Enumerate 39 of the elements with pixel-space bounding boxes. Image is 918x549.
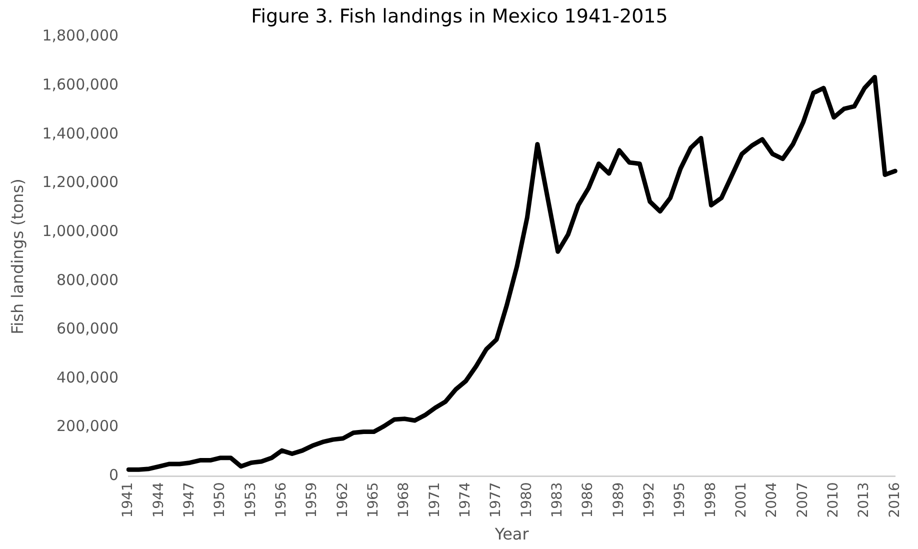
x-tick-label: 1971 bbox=[426, 482, 443, 518]
x-tick-label: 2007 bbox=[794, 482, 811, 518]
y-tick-label: 1,600,000 bbox=[42, 76, 119, 94]
y-tick-label: 1,800,000 bbox=[42, 26, 119, 45]
x-tick-label: 2016 bbox=[886, 482, 903, 518]
x-tick-label: 2013 bbox=[856, 482, 872, 518]
y-tick-label: 0 bbox=[108, 466, 119, 484]
x-tick-label: 1968 bbox=[396, 482, 412, 518]
y-axis-title: Fish landings (tons) bbox=[8, 178, 27, 334]
x-tick-label: 1992 bbox=[642, 482, 658, 518]
x-tick-label: 1965 bbox=[366, 482, 382, 518]
x-tick-label: 1977 bbox=[488, 482, 504, 518]
x-tick-label: 1959 bbox=[304, 482, 320, 518]
chart-title: Figure 3. Fish landings in Mexico 1941-2015 bbox=[251, 5, 668, 28]
x-tick-label: 1980 bbox=[518, 482, 535, 518]
x-tick-label: 1974 bbox=[458, 482, 474, 518]
x-tick-label: 1941 bbox=[120, 482, 136, 518]
y-tick-label: 200,000 bbox=[56, 417, 119, 436]
x-tick-label: 1956 bbox=[274, 482, 290, 518]
y-tick-label: 1,000,000 bbox=[42, 222, 119, 240]
x-axis-title: Year bbox=[494, 524, 530, 544]
y-tick-label: 800,000 bbox=[56, 270, 119, 289]
y-tick-label: 400,000 bbox=[56, 368, 119, 386]
x-tick-label: 1947 bbox=[182, 482, 198, 518]
x-tick-label: 1944 bbox=[150, 482, 167, 518]
y-tick-label: 1,200,000 bbox=[42, 173, 119, 192]
x-tick-label: 1953 bbox=[242, 482, 259, 518]
y-tick-label: 600,000 bbox=[56, 320, 119, 338]
x-tick-label: 1962 bbox=[334, 482, 351, 518]
x-tick-label: 1998 bbox=[702, 482, 719, 518]
x-tick-label: 1986 bbox=[580, 482, 596, 518]
x-tick-label: 2010 bbox=[826, 482, 842, 518]
x-tick-label: 1989 bbox=[610, 482, 627, 518]
x-tick-label: 2004 bbox=[764, 482, 780, 518]
x-tick-label: 1995 bbox=[672, 482, 688, 518]
y-tick-label: 1,400,000 bbox=[42, 124, 119, 142]
x-tick-label: 1983 bbox=[550, 482, 566, 518]
x-tick-label: 1950 bbox=[212, 482, 228, 518]
x-tick-label: 2001 bbox=[734, 482, 750, 518]
